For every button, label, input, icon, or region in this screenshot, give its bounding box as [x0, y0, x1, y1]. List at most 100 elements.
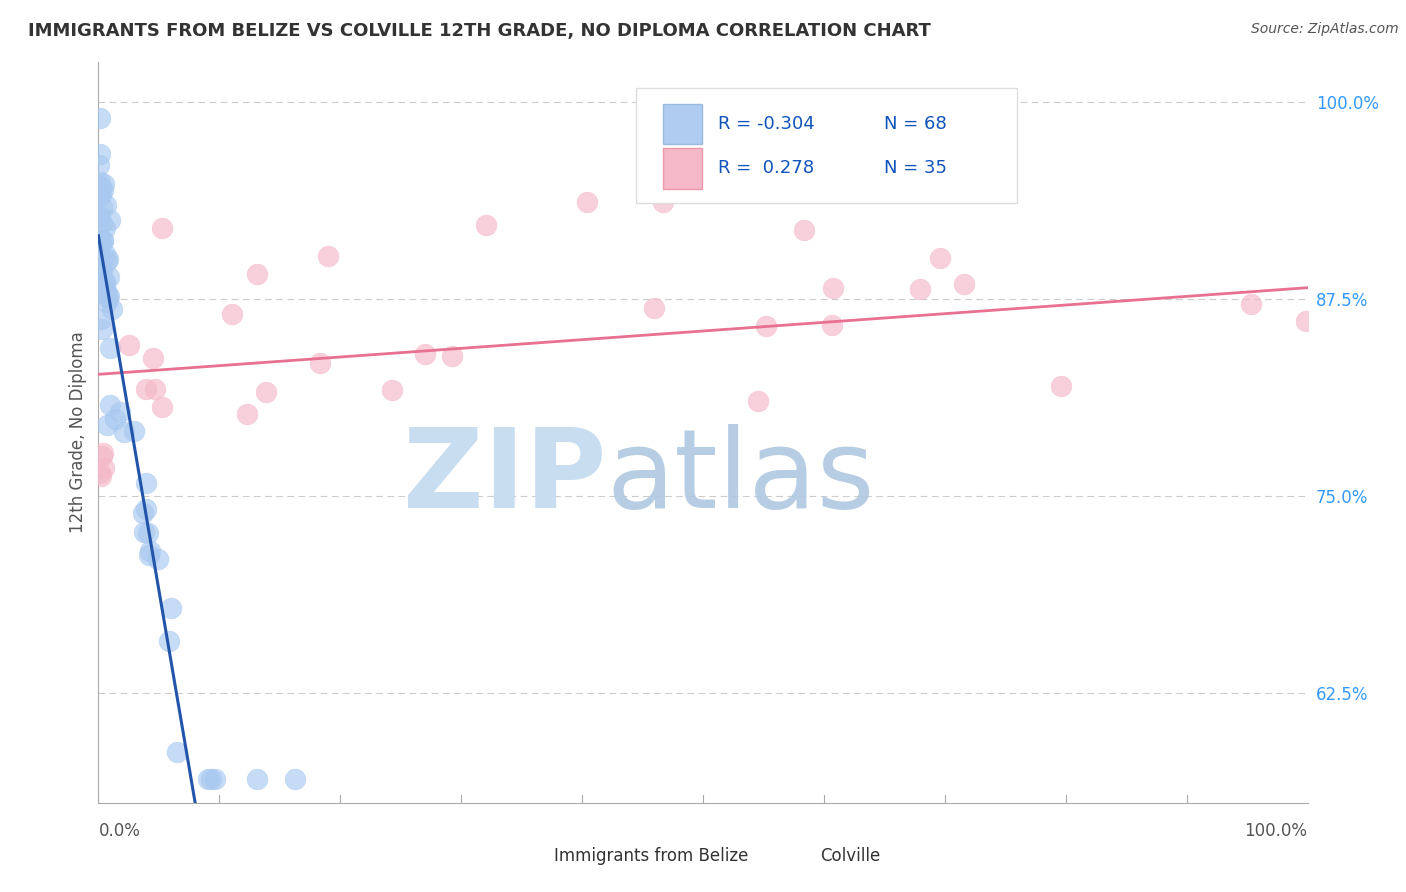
Point [94, 285, 117, 299]
Point [93, 461, 115, 475]
Point [150, 400, 173, 414]
Point [96, 417, 118, 432]
Point [793, 223, 815, 237]
Point [89, 284, 111, 298]
Text: Immigrants from Belize: Immigrants from Belize [554, 847, 748, 865]
Point [440, 349, 463, 363]
Point [254, 384, 277, 399]
Point [90, 179, 112, 194]
Point [89, 175, 111, 189]
Point [98, 398, 121, 412]
Point [221, 307, 243, 321]
Point [200, 772, 222, 787]
Point [166, 746, 188, 760]
Point [204, 772, 226, 787]
Point [122, 424, 145, 438]
Point [135, 476, 157, 491]
Point [91, 266, 114, 280]
Point [197, 772, 219, 787]
Point [90, 236, 112, 251]
Bar [503, 841, 543, 872]
Point [135, 502, 157, 516]
Point [652, 194, 675, 209]
Point [157, 634, 180, 648]
Point [96, 253, 118, 268]
Point [138, 544, 160, 558]
Bar [664, 103, 702, 145]
Point [89, 232, 111, 246]
Point [97, 252, 120, 266]
Point [93, 247, 115, 261]
Point [97, 289, 120, 303]
Point [89, 466, 111, 480]
Point [413, 347, 436, 361]
FancyBboxPatch shape [637, 88, 1018, 203]
Point [87, 158, 110, 172]
Point [576, 195, 599, 210]
Point [755, 318, 778, 333]
Point [90, 200, 112, 214]
Point [91, 183, 114, 197]
Point [1240, 296, 1263, 310]
Point [90, 284, 112, 298]
Point [146, 552, 169, 566]
Point [118, 338, 141, 352]
Point [1295, 314, 1317, 328]
Point [87, 274, 110, 288]
Point [90, 312, 112, 326]
Text: R =  0.278: R = 0.278 [717, 160, 814, 178]
Point [89, 146, 111, 161]
Point [108, 405, 131, 419]
Point [246, 267, 269, 281]
Text: 0.0%: 0.0% [98, 822, 141, 839]
Text: Source: ZipAtlas.com: Source: ZipAtlas.com [1251, 22, 1399, 37]
Point [643, 301, 665, 315]
Point [89, 111, 111, 125]
Point [474, 218, 496, 232]
Point [96, 287, 118, 301]
Point [823, 280, 845, 294]
Point [159, 601, 181, 615]
Point [89, 210, 111, 224]
Point [90, 322, 112, 336]
Point [91, 216, 114, 230]
Text: Colville: Colville [820, 847, 880, 865]
Point [142, 351, 165, 365]
Point [91, 234, 114, 248]
Text: R = -0.304: R = -0.304 [717, 115, 814, 133]
Point [98, 341, 121, 355]
Point [246, 772, 269, 787]
Point [143, 382, 166, 396]
Point [132, 506, 155, 520]
Point [929, 252, 952, 266]
Point [94, 221, 117, 235]
Point [89, 253, 111, 268]
Point [138, 548, 160, 562]
Point [1050, 379, 1073, 393]
Point [96, 295, 118, 310]
Point [89, 211, 111, 225]
Point [136, 526, 159, 541]
Point [96, 197, 118, 211]
Text: N = 68: N = 68 [884, 115, 948, 133]
Point [89, 185, 111, 199]
Point [309, 356, 332, 370]
Point [953, 277, 976, 291]
Point [89, 282, 111, 296]
Text: N = 35: N = 35 [884, 160, 948, 178]
Point [135, 382, 157, 396]
Point [91, 253, 114, 268]
Point [87, 178, 110, 193]
Point [90, 468, 112, 483]
Point [87, 260, 110, 275]
Point [91, 449, 114, 463]
Point [91, 446, 114, 460]
Text: IMMIGRANTS FROM BELIZE VS COLVILLE 12TH GRADE, NO DIPLOMA CORRELATION CHART: IMMIGRANTS FROM BELIZE VS COLVILLE 12TH … [28, 22, 931, 40]
Text: atlas: atlas [606, 424, 875, 531]
Point [236, 407, 259, 421]
Point [101, 302, 124, 317]
Point [381, 383, 404, 397]
Point [97, 291, 120, 305]
Point [94, 275, 117, 289]
Point [89, 235, 111, 250]
